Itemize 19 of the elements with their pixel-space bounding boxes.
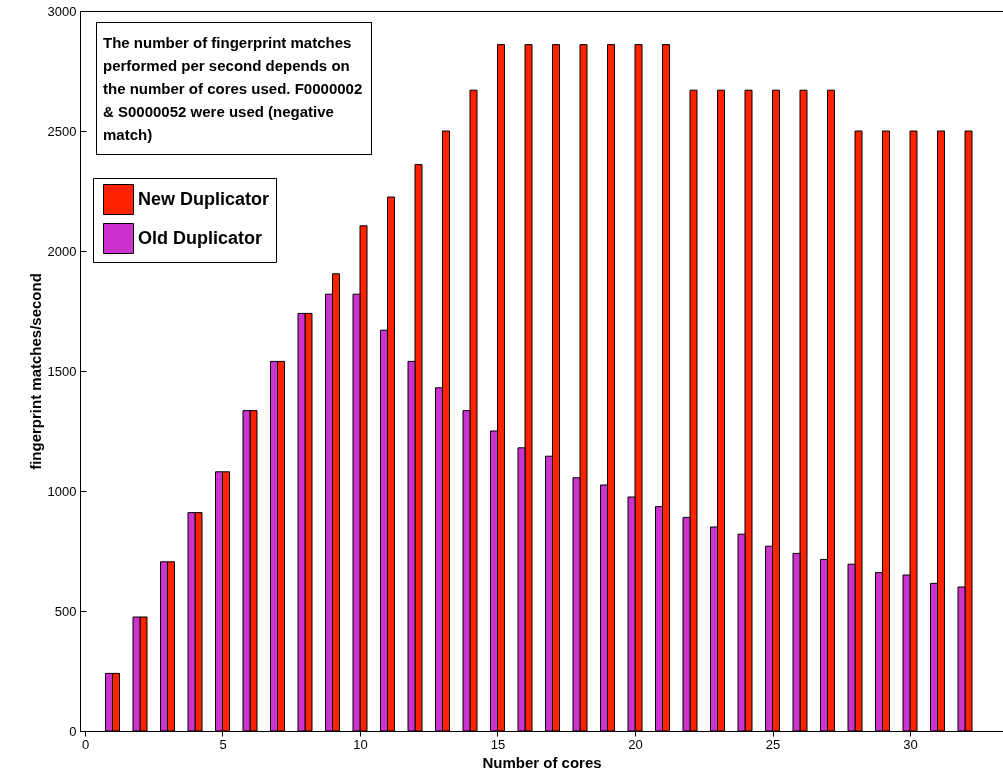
y-tick-label: 0 bbox=[69, 723, 77, 739]
y-tick-label: 3000 bbox=[47, 3, 77, 19]
x-tick-label: 20 bbox=[628, 736, 643, 752]
y-tick-label: 1000 bbox=[47, 483, 77, 499]
y-axis-title: fingerprint matches/second bbox=[26, 273, 44, 470]
x-tick-label: 0 bbox=[81, 736, 90, 752]
x-tick-label: 25 bbox=[765, 736, 781, 752]
x-tick-label: 5 bbox=[219, 736, 227, 752]
y-tick-label: 500 bbox=[54, 603, 77, 619]
y-tick-label: 2500 bbox=[47, 123, 77, 139]
annotation: The number of fingerprint matches performed per second depends on the number of cores used. F0000002 & S0000052 were used (negative match) bbox=[96, 22, 372, 155]
x-tick-label: 30 bbox=[903, 736, 918, 752]
legend-label: New Duplicator bbox=[138, 188, 270, 209]
x-tick-label: 10 bbox=[353, 736, 368, 752]
y-tick-label: 2000 bbox=[47, 243, 77, 259]
legend-label: Old Duplicator bbox=[138, 227, 263, 248]
x-axis-title: Number of cores bbox=[482, 753, 602, 771]
y-tick-label: 1500 bbox=[47, 363, 77, 379]
x-tick-label: 15 bbox=[490, 736, 506, 752]
